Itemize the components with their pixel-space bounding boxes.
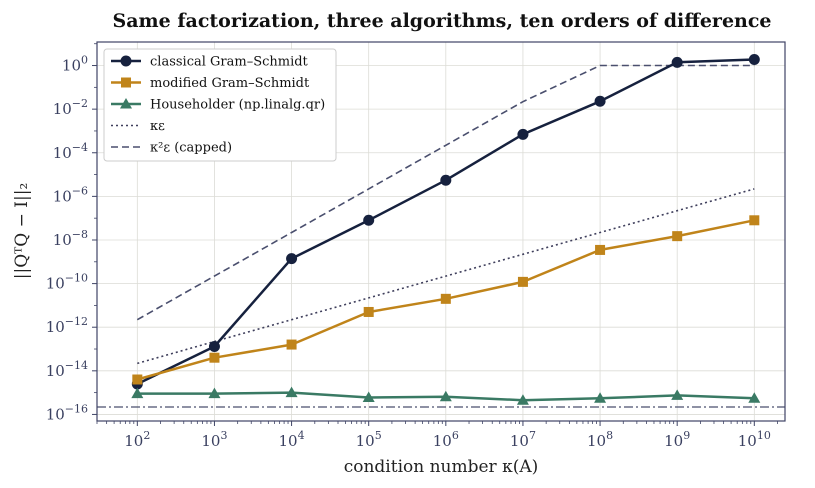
x-tick-label: 104: [279, 429, 305, 450]
legend-label: Householder (np.linalg.qr): [150, 98, 325, 113]
data-point-householder-np-linalg-qr: [439, 390, 452, 402]
data-point-modified-gram-schmidt: [517, 276, 528, 287]
data-point-householder-np-linalg-qr: [362, 391, 375, 402]
y-tick-label: 10−10: [46, 272, 88, 293]
data-point-classical-gram-schmidt: [517, 128, 529, 140]
legend: classical Gram–Schmidt modified Gram–Schm…: [103, 48, 337, 162]
data-point-classical-gram-schmidt: [594, 95, 606, 107]
y-tick-label: 10−16: [46, 402, 88, 423]
data-point-modified-gram-schmidt: [672, 231, 683, 242]
data-point-classical-gram-schmidt: [208, 341, 220, 353]
chart-title: Same factorization, three algorithms, te…: [113, 10, 772, 32]
y-tick-label: 10−14: [46, 359, 88, 380]
x-tick-label: 1010: [738, 429, 771, 450]
x-tick-label: 102: [124, 429, 150, 450]
plot-frame: [96, 41, 786, 422]
data-point-modified-gram-schmidt: [363, 306, 374, 317]
y-tick-label: 10−4: [53, 141, 88, 162]
series-layer: [97, 53, 785, 408]
y-tick-label: 10−2: [53, 97, 88, 118]
data-point-modified-gram-schmidt: [595, 244, 606, 255]
data-point-modified-gram-schmidt: [132, 374, 143, 385]
legend-label: modified Gram–Schmidt: [150, 76, 310, 91]
x-tick-label: 107: [510, 429, 536, 450]
data-point-classical-gram-schmidt: [440, 174, 452, 186]
data-point-householder-np-linalg-qr: [131, 387, 144, 399]
data-point-classical-gram-schmidt: [671, 56, 683, 68]
series-line-capped: [136, 64, 755, 321]
legend-box: [103, 48, 337, 162]
x-tick-label: 103: [201, 429, 227, 450]
data-point-modified-gram-schmidt: [749, 215, 760, 226]
data-point-modified-gram-schmidt: [286, 339, 297, 350]
data-point-householder-np-linalg-qr: [285, 386, 298, 398]
data-point-classical-gram-schmidt: [363, 214, 375, 226]
y-tick-label: 10−12: [46, 315, 88, 336]
legend-label: classical Gram–Schmidt: [150, 55, 309, 70]
data-point-classical-gram-schmidt: [748, 53, 760, 65]
data-point-modified-gram-schmidt: [440, 293, 451, 304]
ticks: 102 103 104 105 106 107 108 109 1010 10−16 10−14 10…: [46, 43, 778, 450]
data-point-householder-np-linalg-qr: [594, 392, 607, 403]
x-tick-label: 109: [664, 429, 690, 450]
legend-marker-circle: [120, 55, 132, 67]
data-point-householder-np-linalg-qr: [208, 387, 221, 399]
series-line-series: [137, 188, 755, 365]
x-axis-label: condition number κ(A): [344, 457, 539, 477]
x-tick-label: 105: [356, 429, 382, 450]
legend-marker-square: [121, 77, 131, 88]
data-point-householder-np-linalg-qr: [671, 389, 684, 400]
data-point-classical-gram-schmidt: [286, 253, 298, 265]
data-point-modified-gram-schmidt: [209, 352, 220, 363]
x-tick-label: 106: [433, 429, 459, 450]
x-tick-label: 108: [587, 429, 613, 450]
y-tick-label: 10−6: [53, 184, 88, 205]
data-point-householder-np-linalg-qr: [516, 394, 529, 405]
y-axis-label: ||QᵀQ − I||₂: [12, 183, 32, 280]
y-tick-label: 100: [62, 54, 88, 75]
legend-label: κε: [150, 119, 165, 134]
legend-label: κ²ε (capped): [150, 141, 232, 156]
y-tick-label: 10−8: [53, 228, 88, 249]
legend-marker-triangle: [120, 98, 132, 109]
data-point-householder-np-linalg-qr: [748, 392, 761, 403]
